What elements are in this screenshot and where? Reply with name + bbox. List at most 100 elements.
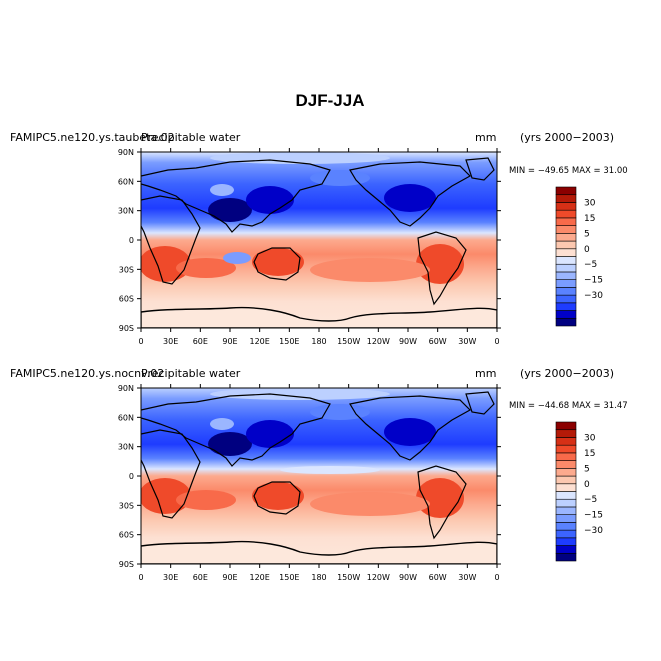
anomaly-pacific-north — [310, 170, 370, 186]
anomaly-australia — [252, 482, 304, 510]
anomaly-australia — [252, 248, 304, 276]
figure-title: DJF-JJA — [296, 91, 365, 110]
colorbar-segment — [555, 506, 577, 515]
colorbar-segment — [555, 529, 577, 539]
colorbar-segment — [555, 209, 577, 219]
x-tick-label: 30W — [458, 573, 476, 582]
x-tick-label: 120W — [367, 573, 390, 582]
x-tick-label: 150E — [279, 337, 299, 346]
continent-eurasia — [141, 393, 331, 467]
colorbar-label: 5 — [584, 229, 590, 239]
anomaly-eq-pacific — [280, 466, 380, 474]
anomaly-eq-indian — [223, 252, 251, 264]
panel-bottom: FAMIPC5.ne120.ys.nocnv.02 Precipitable w… — [10, 367, 628, 582]
continent-greenland — [465, 157, 495, 181]
colorbar-segment — [555, 429, 577, 438]
y-tick-label: 90S — [119, 324, 134, 333]
colorbar-label: −15 — [584, 511, 603, 521]
x-tick-label: 150E — [279, 573, 299, 582]
colorbar-segment — [555, 552, 577, 562]
anomaly-pacific-north — [310, 404, 370, 420]
colorbar-segment — [555, 522, 577, 531]
anomaly-arctic — [210, 388, 390, 400]
colorbar-segment — [555, 202, 577, 211]
x-tick-label: 60W — [429, 573, 447, 582]
anomaly-north-america — [384, 184, 436, 212]
colorbar-label: 15 — [584, 449, 595, 459]
colorbar-segment — [555, 217, 577, 226]
x-tick-label: 150W — [337, 337, 360, 346]
colorbar-label: 5 — [584, 464, 590, 474]
panel-top: FAMIPC5.ne120.ys.taubeta.02 Precipitable… — [10, 131, 628, 346]
x-tick-label: 0 — [494, 573, 499, 582]
anomaly-south-pacific — [310, 492, 430, 516]
continent-australia — [253, 481, 301, 515]
x-tick-label: 150W — [337, 573, 360, 582]
colorbar-segment — [555, 248, 577, 257]
y-tick-label: 0 — [129, 472, 134, 481]
colorbar-segment — [555, 514, 577, 523]
colorbar-segment — [555, 271, 577, 280]
x-tick-label: 180 — [311, 573, 326, 582]
x-tick-label: 180 — [311, 337, 326, 346]
colorbar-segment — [555, 498, 577, 508]
colorbar-segment — [555, 302, 577, 311]
colorbar-segment — [555, 310, 577, 319]
axes: 0 30E 60E 90E 120E 150E 180 150W 120W 90W 60W 30W 09… — [118, 384, 501, 582]
colorbar-label: −30 — [584, 291, 603, 301]
colorbar: 30 15 5 0 −5 −15 −30 — [555, 186, 603, 327]
anomaly-south-indian — [176, 258, 236, 278]
colorbar-label: −30 — [584, 526, 603, 536]
x-tick-label: 60W — [429, 337, 447, 346]
min-max-label: MIN = −49.65 MAX = 31.00 — [509, 166, 628, 176]
units-label: mm — [475, 131, 496, 144]
continent-north-america — [349, 395, 471, 461]
colorbar-label: 30 — [584, 198, 596, 208]
colorbar-segment — [555, 437, 577, 446]
map-field — [141, 152, 497, 328]
y-tick-label: 90N — [118, 148, 134, 157]
anomaly-south-pacific — [310, 258, 430, 282]
colorbar-label: 0 — [584, 245, 590, 255]
continent-greenland — [465, 391, 495, 415]
colorbar-label: 30 — [584, 433, 596, 443]
years-label: (yrs 2000−2003) — [520, 367, 614, 380]
axes: 0 30E 60E 90E 120E 150E 180 150W 120W 90W 60W 30W 09… — [118, 148, 501, 346]
anomaly-southern-africa — [141, 478, 191, 514]
x-tick-label: 0 — [138, 573, 143, 582]
case-label: FAMIPC5.ne120.ys.taubeta.02 — [10, 131, 175, 144]
anomaly-south-indian — [176, 490, 236, 510]
colorbar-segment — [555, 468, 577, 477]
colorbar-segment — [555, 194, 577, 203]
x-tick-label: 30E — [163, 573, 178, 582]
colorbar-segment — [555, 537, 577, 546]
anomaly-south-america — [416, 478, 464, 518]
x-tick-label: 60E — [193, 573, 208, 582]
colorbar-segment — [555, 287, 577, 296]
variable-label: Precipitable water — [141, 367, 241, 380]
x-tick-label: 60E — [193, 337, 208, 346]
y-tick-label: 30N — [118, 443, 134, 452]
colorbar-segment — [555, 491, 577, 500]
y-tick-label: 90S — [119, 560, 134, 569]
colorbar-segment — [555, 545, 577, 554]
colorbar: 30 15 5 0 −5 −15 −30 — [555, 421, 603, 562]
x-tick-label: 90W — [399, 573, 417, 582]
x-tick-label: 90E — [222, 573, 237, 582]
x-tick-label: 120W — [367, 337, 390, 346]
x-tick-label: 120E — [250, 337, 270, 346]
y-tick-label: 0 — [129, 236, 134, 245]
continent-eurasia — [141, 159, 331, 233]
x-tick-label: 90W — [399, 337, 417, 346]
anomaly-tibet — [210, 418, 234, 430]
variable-label: Precipitable water — [141, 131, 241, 144]
anomaly-indian-monsoon — [208, 198, 252, 222]
continent-north-america — [349, 161, 471, 227]
colorbar-label: 15 — [584, 214, 595, 224]
y-tick-label: 30S — [119, 265, 134, 274]
x-tick-label: 120E — [250, 573, 270, 582]
colorbar-segment — [555, 240, 577, 250]
y-tick-label: 60S — [119, 531, 134, 540]
colorbar-label: −15 — [584, 276, 603, 286]
continent-south-america — [417, 465, 467, 540]
